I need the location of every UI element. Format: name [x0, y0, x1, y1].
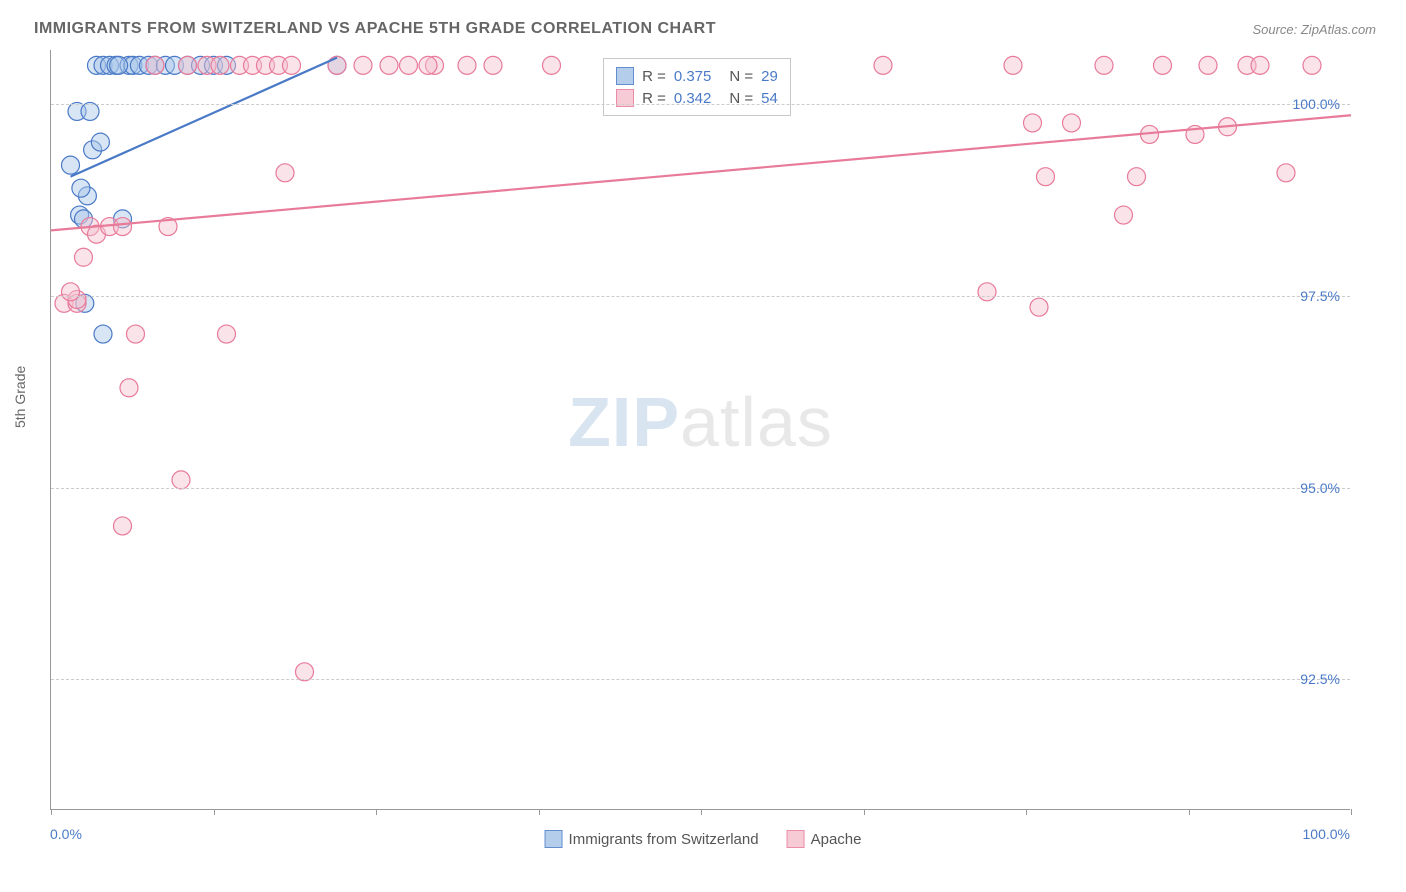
legend-label: Immigrants from Switzerland — [569, 831, 759, 848]
stats-legend-box: R = 0.375 N = 29 R =0.342N =54 — [603, 58, 791, 116]
swatch-icon — [616, 67, 634, 85]
scatter-point-apache — [1251, 56, 1269, 74]
y-tick-label: 97.5% — [1300, 288, 1340, 304]
bottom-legend: Immigrants from Switzerland Apache — [545, 830, 862, 848]
scatter-point-switzerland — [62, 156, 80, 174]
scatter-point-apache — [874, 56, 892, 74]
scatter-point-apache — [1128, 168, 1146, 186]
x-tick — [376, 809, 377, 815]
scatter-point-apache — [211, 56, 229, 74]
legend-label: Apache — [811, 831, 862, 848]
swatch-icon — [545, 830, 563, 848]
scatter-point-apache — [1115, 206, 1133, 224]
scatter-point-apache — [1199, 56, 1217, 74]
x-tick — [214, 809, 215, 815]
x-tick — [1189, 809, 1190, 815]
x-tick — [1026, 809, 1027, 815]
stat-n-label: N = — [729, 68, 753, 85]
scatter-point-apache — [1030, 298, 1048, 316]
scatter-point-apache — [114, 218, 132, 236]
scatter-point-apache — [127, 325, 145, 343]
scatter-point-switzerland — [110, 56, 128, 74]
scatter-point-apache — [296, 663, 314, 681]
trendline-switzerland — [71, 58, 338, 177]
scatter-point-apache — [1154, 56, 1172, 74]
scatter-point-apache — [276, 164, 294, 182]
scatter-point-apache — [1303, 56, 1321, 74]
stats-row-switzerland: R = 0.375 N = 29 — [616, 65, 778, 87]
scatter-point-apache — [978, 283, 996, 301]
legend-item-switzerland: Immigrants from Switzerland — [545, 830, 759, 848]
scatter-point-apache — [75, 248, 93, 266]
x-tick — [1351, 809, 1352, 815]
scatter-point-apache — [1063, 114, 1081, 132]
scatter-point-apache — [218, 325, 236, 343]
swatch-icon — [787, 830, 805, 848]
scatter-point-switzerland — [91, 133, 109, 151]
stat-n-value: 29 — [761, 68, 778, 85]
scatter-point-apache — [120, 379, 138, 397]
scatter-point-apache — [1004, 56, 1022, 74]
gridline-h — [51, 488, 1350, 489]
y-axis-title: 5th Grade — [12, 366, 28, 428]
source-attribution: Source: ZipAtlas.com — [1252, 22, 1376, 37]
scatter-point-apache — [1095, 56, 1113, 74]
scatter-point-apache — [380, 56, 398, 74]
scatter-point-apache — [172, 471, 190, 489]
stat-r-value: 0.375 — [674, 68, 712, 85]
y-tick-label: 95.0% — [1300, 480, 1340, 496]
x-axis-min-label: 0.0% — [50, 826, 82, 842]
stat-r-label: R = — [642, 68, 666, 85]
scatter-point-apache — [419, 56, 437, 74]
scatter-point-switzerland — [72, 179, 90, 197]
scatter-point-switzerland — [81, 102, 99, 120]
scatter-point-apache — [146, 56, 164, 74]
scatter-point-apache — [283, 56, 301, 74]
scatter-point-switzerland — [94, 325, 112, 343]
chart-container: IMMIGRANTS FROM SWITZERLAND VS APACHE 5T… — [0, 0, 1406, 892]
x-tick — [51, 809, 52, 815]
scatter-point-apache — [400, 56, 418, 74]
x-tick — [539, 809, 540, 815]
x-tick — [864, 809, 865, 815]
x-tick — [701, 809, 702, 815]
y-tick-label: 92.5% — [1300, 671, 1340, 687]
gridline-h — [51, 679, 1350, 680]
gridline-h — [51, 296, 1350, 297]
gridline-h — [51, 104, 1350, 105]
scatter-svg — [51, 50, 1351, 810]
y-tick-label: 100.0% — [1293, 96, 1340, 112]
scatter-point-apache — [114, 517, 132, 535]
scatter-point-apache — [179, 56, 197, 74]
stats-row-apache: R =0.342N =54 — [616, 87, 778, 109]
chart-title: IMMIGRANTS FROM SWITZERLAND VS APACHE 5T… — [34, 20, 716, 38]
scatter-point-apache — [484, 56, 502, 74]
legend-item-apache: Apache — [787, 830, 862, 848]
scatter-point-apache — [354, 56, 372, 74]
x-axis-max-label: 100.0% — [1303, 826, 1350, 842]
scatter-point-apache — [62, 283, 80, 301]
scatter-point-apache — [1277, 164, 1295, 182]
plot-area: ZIPatlas R =0.375N =29R =0.342N =54 92.5… — [50, 50, 1350, 810]
scatter-point-apache — [543, 56, 561, 74]
scatter-point-apache — [328, 56, 346, 74]
scatter-point-apache — [1037, 168, 1055, 186]
trendline-apache — [51, 115, 1351, 230]
scatter-point-apache — [458, 56, 476, 74]
scatter-point-apache — [1024, 114, 1042, 132]
